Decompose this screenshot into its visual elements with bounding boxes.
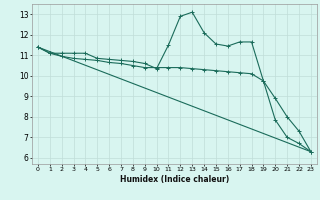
X-axis label: Humidex (Indice chaleur): Humidex (Indice chaleur)	[120, 175, 229, 184]
